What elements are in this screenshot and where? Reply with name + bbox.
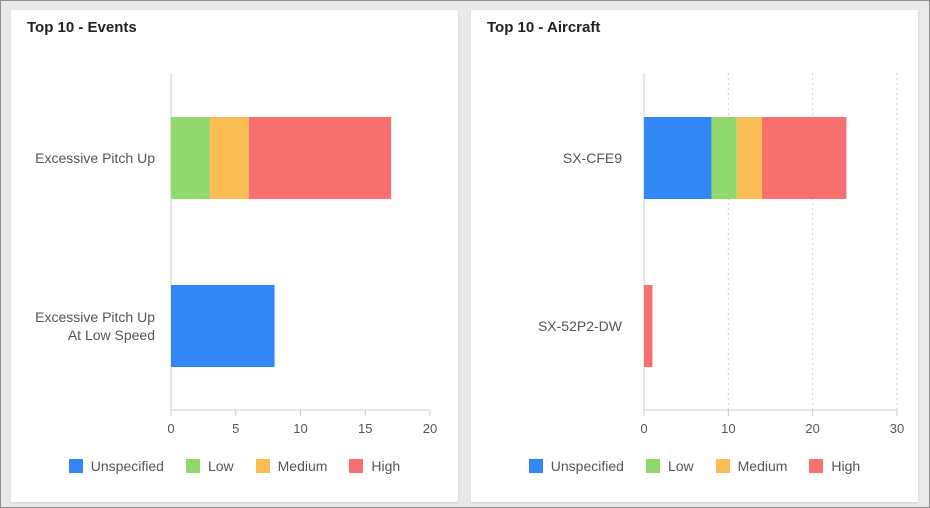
aircraft-chart-panel: Top 10 - Aircraft 0 10 20 30 SX-CFE9 SX-52P2-… — [471, 10, 918, 502]
category-label: SX-52P2-DW — [538, 318, 623, 334]
legend-swatch — [68, 459, 83, 473]
legend-swatch — [185, 459, 200, 473]
aircraft-chart: 0 10 20 30 SX-CFE9 SX-52P2-DW — [538, 73, 904, 436]
legend-item-medium[interactable]: Medium — [715, 458, 788, 474]
x-tick-label: 10 — [721, 421, 735, 436]
legend-label: High — [371, 458, 401, 474]
x-tick-label: 0 — [640, 421, 647, 436]
x-tick-label: 5 — [232, 421, 239, 436]
legend-label: Unspecified — [90, 458, 164, 474]
x-tick-label: 0 — [167, 421, 174, 436]
legend-swatch — [255, 459, 270, 473]
bar-segment-unspecified[interactable] — [644, 117, 712, 199]
bar-segment-low[interactable] — [171, 117, 210, 199]
bar-segment-high[interactable] — [762, 117, 847, 199]
bar-segment-medium[interactable] — [736, 117, 763, 199]
aircraft-chart-title: Top 10 - Aircraft — [487, 19, 601, 36]
x-tick-label: 30 — [890, 421, 904, 436]
legend-label: Low — [667, 458, 694, 474]
bar-segment-unspecified[interactable] — [171, 285, 275, 367]
x-tick-label: 20 — [805, 421, 819, 436]
legend-item-high[interactable]: High — [349, 458, 400, 474]
legend-item-medium[interactable]: Medium — [255, 458, 328, 474]
legend-item-low[interactable]: Low — [185, 458, 234, 474]
legend-label: High — [831, 458, 861, 474]
category-label: At Low Speed — [68, 327, 155, 343]
legend-label: Low — [207, 458, 234, 474]
category-label: Excessive Pitch Up — [35, 309, 155, 325]
legend-label: Unspecified — [550, 458, 624, 474]
events-chart-panel: Top 10 - Events 0 5 10 15 20 Excessive Pitch … — [11, 10, 458, 502]
legend-swatch — [528, 459, 543, 473]
bar-segment-medium[interactable] — [209, 117, 249, 199]
legend-item-unspecified[interactable]: Unspecified — [68, 458, 164, 474]
events-chart-title: Top 10 - Events — [27, 19, 137, 36]
x-tick-label: 20 — [423, 421, 437, 436]
bar-segment-low[interactable] — [711, 117, 737, 199]
category-label: SX-CFE9 — [563, 150, 622, 166]
legend-label: Medium — [277, 458, 328, 474]
x-tick-label: 15 — [358, 421, 372, 436]
events-chart: 0 5 10 15 20 Excessive Pitch Up Excessive Pitc… — [35, 73, 437, 436]
legend-item-low[interactable]: Low — [645, 458, 694, 474]
legend-swatch — [645, 459, 660, 473]
legend-item-unspecified[interactable]: Unspecified — [528, 458, 624, 474]
x-tick-label: 10 — [293, 421, 307, 436]
legend-swatch — [715, 459, 730, 473]
legend-swatch — [349, 459, 364, 473]
aircraft-chart-legend: Unspecified Low Medium High — [471, 458, 918, 474]
bar-segment-high[interactable] — [248, 117, 392, 199]
legend-item-high[interactable]: High — [809, 458, 860, 474]
legend-swatch — [809, 459, 824, 473]
bar-segment-high[interactable] — [644, 285, 653, 367]
events-chart-legend: Unspecified Low Medium High — [11, 458, 458, 474]
legend-label: Medium — [737, 458, 788, 474]
category-label: Excessive Pitch Up — [35, 150, 155, 166]
